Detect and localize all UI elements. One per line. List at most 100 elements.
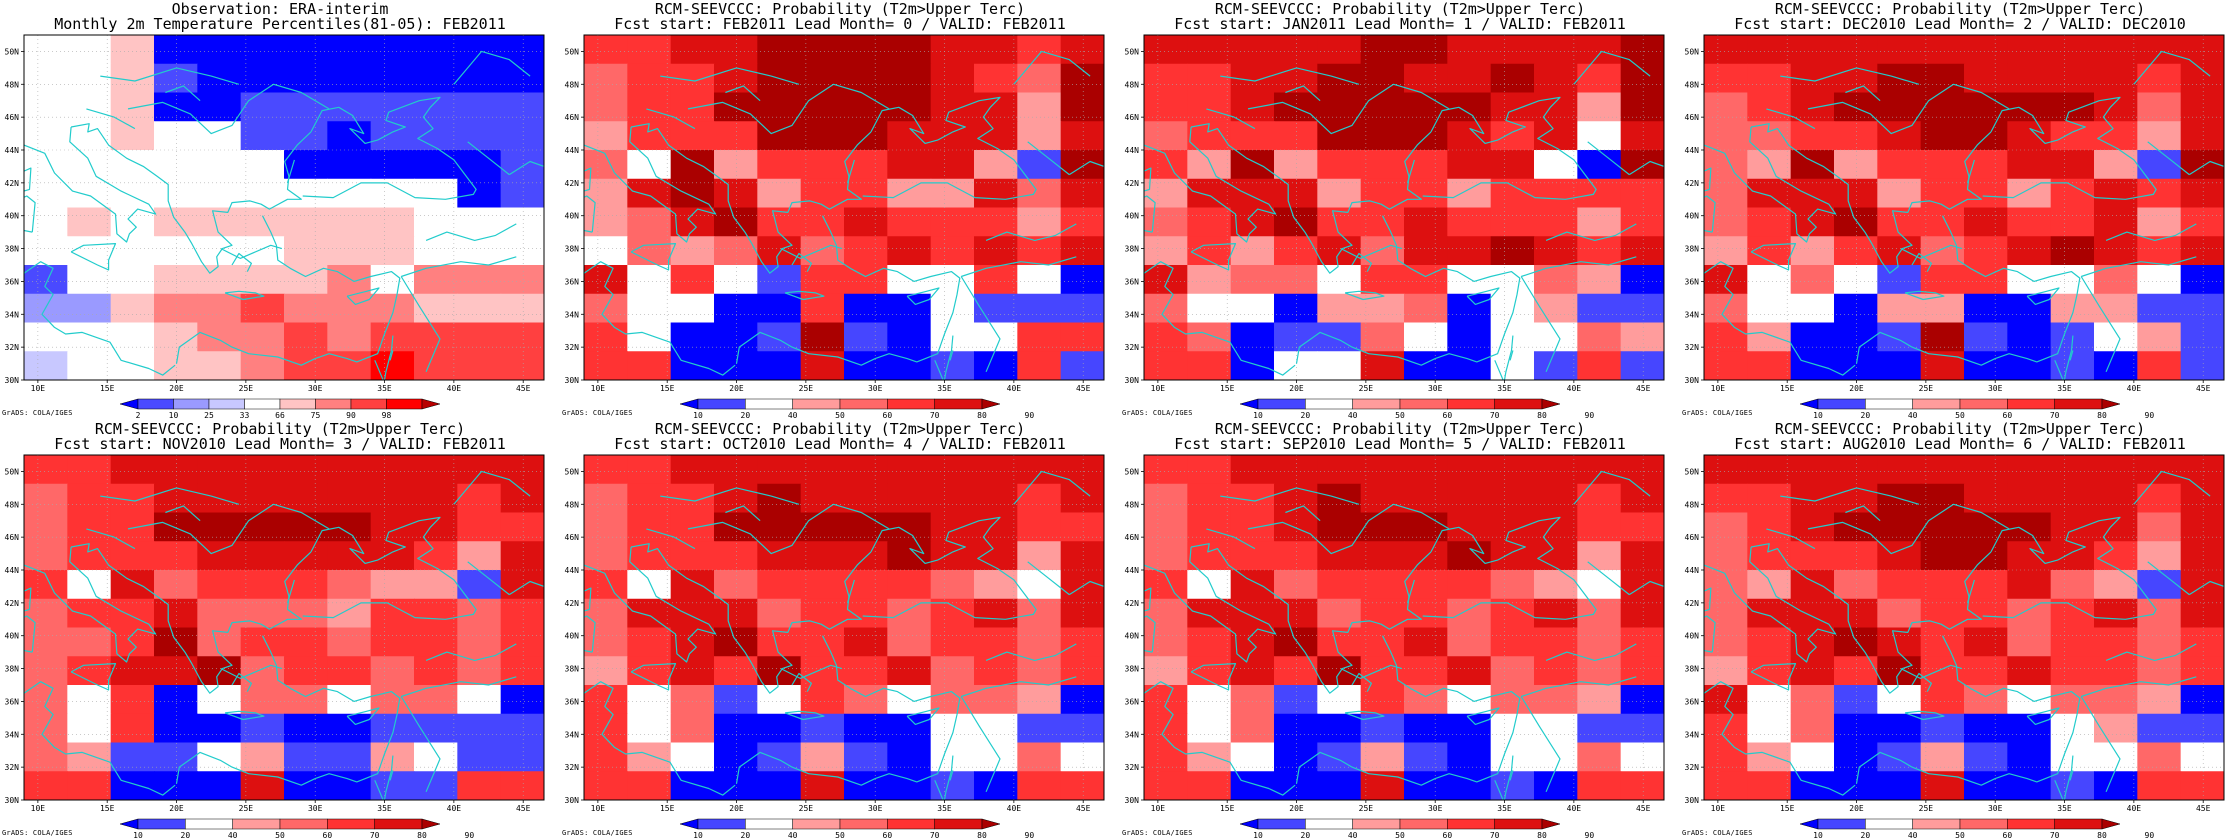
grid-cell <box>197 121 242 151</box>
grid-cell <box>714 771 758 800</box>
grid-cell <box>1747 207 1792 237</box>
grid-cell <box>627 35 672 65</box>
coastline <box>1521 256 1637 278</box>
colorbar-swatch <box>1352 818 1401 830</box>
colorbar: 10 20 40 50 60 70 80 90 <box>679 818 1034 840</box>
lon-tick-label: 30E <box>868 804 883 813</box>
grid-cell <box>1230 236 1275 266</box>
grid-cell <box>2007 178 2052 209</box>
coastline <box>846 579 855 604</box>
grid-cell <box>1834 713 1878 744</box>
grid-cell <box>1790 771 1835 800</box>
grid-cell <box>584 236 628 266</box>
grid-cell <box>1534 598 1578 629</box>
grid-cell <box>110 351 155 380</box>
grid-cell <box>1187 598 1232 629</box>
grid-cell <box>240 713 285 744</box>
coastline <box>584 681 736 796</box>
grid-cell <box>974 63 1018 94</box>
grid-cell <box>584 541 628 571</box>
colorbar-label: 10 <box>1813 411 1823 420</box>
grid-cell <box>714 713 758 744</box>
grid-cell <box>1274 541 1318 571</box>
grid-cell <box>1490 455 1535 485</box>
grid-cell <box>1747 512 1792 542</box>
grid-cell <box>1964 512 2008 542</box>
grid-cell <box>1534 627 1578 657</box>
grid-cell <box>1404 92 1448 122</box>
grid-cell <box>1317 322 1362 352</box>
grid-cell <box>197 178 242 209</box>
grid-cell <box>1964 455 2008 485</box>
map-field <box>1704 35 2224 380</box>
grid-cell <box>457 150 502 180</box>
coastline <box>1807 503 2010 555</box>
grid-cell <box>1577 483 1622 514</box>
colorbar-label: 60 <box>1443 831 1453 840</box>
grid-cell <box>1060 150 1104 180</box>
grid-cell <box>1577 570 1622 600</box>
grid-cell <box>2137 512 2182 542</box>
colorbar-label: 2 <box>136 411 141 420</box>
coastline <box>400 276 441 373</box>
lat-tick-label: 42N <box>1125 599 1140 608</box>
colorbar-swatch <box>1239 398 1259 410</box>
grid-cell <box>2137 92 2182 122</box>
colorbar-label: 50 <box>1395 831 1405 840</box>
grid-cell <box>1877 351 1922 380</box>
grid-cell <box>1230 771 1275 800</box>
grid-cell <box>2137 265 2182 295</box>
grid-cell <box>67 627 112 657</box>
lon-tick-label: 40E <box>1567 804 1582 813</box>
grid-cell <box>197 351 242 380</box>
grid-cell <box>670 207 715 237</box>
grid-cell <box>500 713 544 744</box>
grid-cell <box>627 63 672 94</box>
grid-cell <box>1964 570 2008 600</box>
grid-cell <box>370 92 415 122</box>
grid-cell <box>197 265 242 295</box>
grid-cell <box>1877 598 1922 629</box>
grid-cell <box>197 207 242 237</box>
grid-cell <box>887 570 932 600</box>
grid-cell <box>1017 512 1062 542</box>
grid-cell <box>500 351 544 380</box>
lat-tick-label: 48N <box>1685 80 1700 89</box>
grid-cell <box>1060 598 1104 629</box>
grid-cell <box>757 35 802 65</box>
grid-cell <box>67 742 112 772</box>
grid-cell <box>457 656 502 686</box>
grid-cell <box>67 35 112 65</box>
grid-cell <box>110 236 155 266</box>
colorbar-swatch <box>934 818 983 830</box>
grid-cell <box>2180 685 2224 715</box>
grid-cell <box>800 63 845 94</box>
coastline <box>1807 83 2010 135</box>
coastline <box>660 67 800 85</box>
grid-cell <box>584 63 628 94</box>
grid-cell <box>154 771 198 800</box>
grid-cell <box>800 656 845 686</box>
grid-cell <box>800 293 845 324</box>
colorbar-label: 20 <box>1861 411 1871 420</box>
grid-cell <box>370 351 415 380</box>
grid-cell <box>197 771 242 800</box>
grid-cell <box>500 455 544 485</box>
grid-cell <box>1317 207 1362 237</box>
lon-tick-label: 25E <box>1919 804 1934 813</box>
grid-cell <box>1360 455 1405 485</box>
grid-cell <box>154 121 198 151</box>
coastline <box>725 85 761 102</box>
lon-tick-label: 25E <box>239 804 254 813</box>
grid-cell <box>1060 656 1104 686</box>
grid-cell <box>974 541 1018 571</box>
grid-cell <box>197 150 242 180</box>
grid-cell <box>627 512 672 542</box>
grid-cell <box>584 483 628 514</box>
grid-cell <box>670 627 715 657</box>
lon-tick-label: 45E <box>516 804 531 813</box>
grid-cell <box>1790 570 1835 600</box>
lon-tick-label: 35E <box>2057 384 2072 393</box>
grid-cell <box>414 351 458 380</box>
colorbar-label: 90 <box>346 411 356 420</box>
